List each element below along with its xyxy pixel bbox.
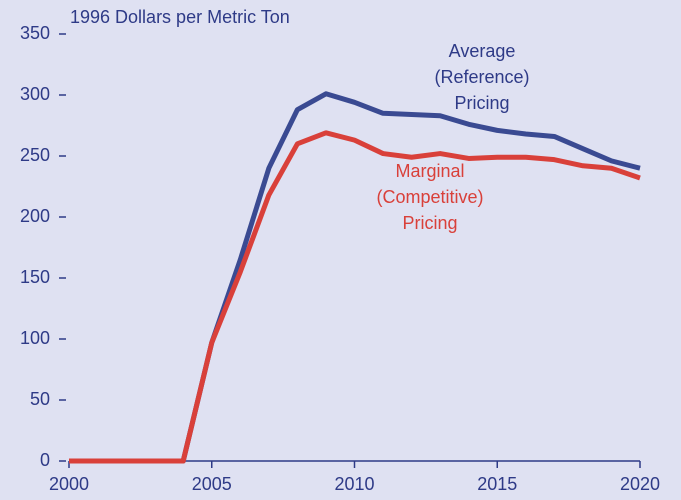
x-tick-label: 2015 xyxy=(477,474,517,494)
annotation: Average xyxy=(449,41,516,61)
annotation: (Reference) xyxy=(434,67,529,87)
x-tick-label: 2005 xyxy=(192,474,232,494)
y-tick-label: 150 xyxy=(20,267,50,287)
annotation: Marginal xyxy=(395,161,464,181)
annotation: (Competitive) xyxy=(376,187,483,207)
y-tick-label: 100 xyxy=(20,328,50,348)
y-tick-label: 200 xyxy=(20,206,50,226)
series-line xyxy=(69,130,641,464)
y-tick-label: 300 xyxy=(20,84,50,104)
y-tick-label: 250 xyxy=(20,145,50,165)
y-tick-label: 350 xyxy=(20,23,50,43)
x-tick-label: 2000 xyxy=(49,474,89,494)
y-axis-label: 1996 Dollars per Metric Ton xyxy=(70,7,290,27)
annotation: Pricing xyxy=(454,93,509,113)
y-tick-label: 50 xyxy=(30,389,50,409)
x-tick-label: 2020 xyxy=(620,474,660,494)
y-tick-label: 0 xyxy=(40,450,50,470)
x-tick-label: 2010 xyxy=(334,474,374,494)
annotation: Pricing xyxy=(402,213,457,233)
